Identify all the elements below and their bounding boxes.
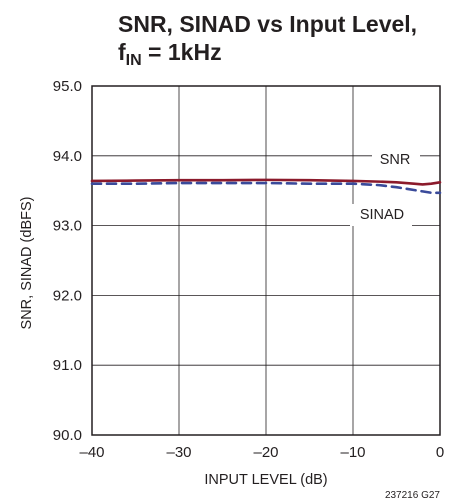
y-tick-label: 95.0 [53,78,82,95]
y-tick-label: 94.0 [53,148,82,165]
title-f: f [118,39,126,65]
title-subscript: IN [126,52,142,69]
snr-series-line [90,178,442,186]
x-tick-label: –30 [166,444,191,461]
snr-series-label: SNR [380,152,411,168]
y-tick-label: 90.0 [53,427,82,444]
y-tick-label: 91.0 [53,357,82,374]
x-tick-label: –20 [253,444,278,461]
x-tick-label: –10 [340,444,365,461]
y-tick-label: 92.0 [53,287,82,304]
chart-title-line-1: SNR, SINAD vs Input Level, [118,11,417,37]
x-tick-label: –40 [79,444,104,461]
plot-area: –40 –30 –20 –10 0 90.0 91.0 92.0 93.0 94.0 95.0 [53,78,444,461]
x-tick-label: 0 [436,444,444,461]
y-axis-label: SNR, SINAD (dBFS) [19,197,35,330]
title-rest: = 1kHz [142,39,222,65]
x-axis-label: INPUT LEVEL (dB) [204,472,327,488]
y-tick-label: 93.0 [53,218,82,235]
snr-label-mask [372,149,420,171]
chart-title-line-2: fIN = 1kHz [118,39,222,69]
sinad-series-label: SINAD [360,207,404,223]
sinad-series-line [90,181,442,195]
figure-code: 237216 G27 [385,490,440,501]
sinad-label-mask [350,204,412,226]
